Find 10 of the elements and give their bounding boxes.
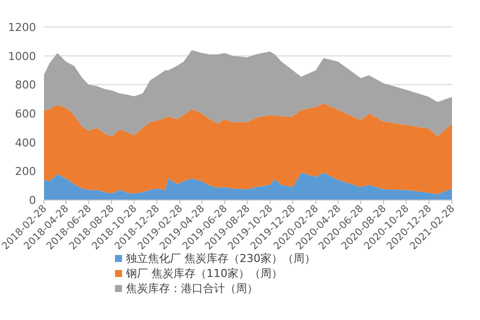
y-tick-label: 1200 bbox=[8, 21, 36, 34]
legend-label: 独立焦化厂 焦炭库存（230家）（周） bbox=[126, 252, 316, 265]
y-tick-label: 400 bbox=[15, 136, 36, 150]
y-tick-label: 1000 bbox=[8, 50, 36, 63]
y-tick-label: 600 bbox=[15, 108, 36, 120]
y-tick-label: 0 bbox=[29, 194, 36, 207]
legend-label: 焦炭库存：港口合计（周） bbox=[126, 282, 258, 295]
y-tick-label: 800 bbox=[15, 78, 36, 92]
y-tick-label: 200 bbox=[15, 165, 36, 178]
legend-label: 钢厂 焦炭库存（110家）（周） bbox=[125, 267, 282, 280]
